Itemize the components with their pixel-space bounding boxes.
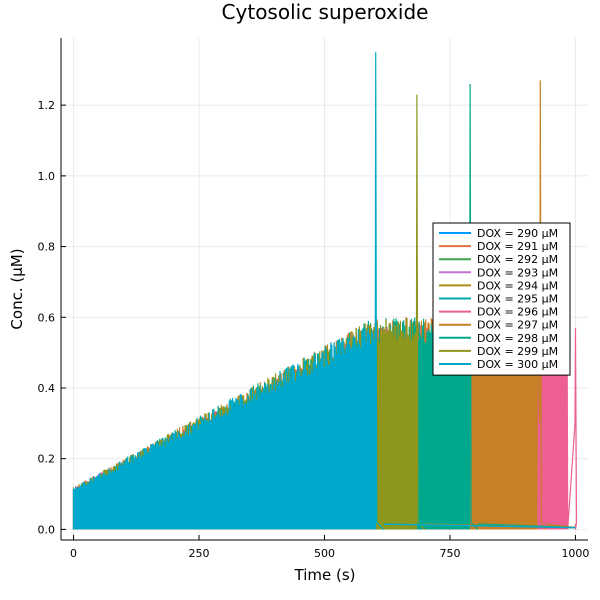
series-line <box>72 52 385 530</box>
x-axis-label: Time (s) <box>294 566 356 584</box>
y-tick-label: 0.0 <box>38 523 56 536</box>
x-tick-label: 500 <box>314 547 335 560</box>
series-group <box>72 52 578 530</box>
x-tick-label: 0 <box>70 547 77 560</box>
y-tick-label: 0.4 <box>38 382 56 395</box>
legend-label: DOX = 299 μM <box>477 345 558 358</box>
y-axis-label: Conc. (μM) <box>8 248 26 329</box>
x-tick-label: 250 <box>189 547 210 560</box>
series-tail <box>383 523 576 529</box>
x-tick-label: 750 <box>439 547 460 560</box>
legend-label: DOX = 300 μM <box>477 358 558 371</box>
chart-title: Cytosolic superoxide <box>222 0 429 24</box>
y-tick-label: 1.2 <box>38 99 56 112</box>
y-tick-label: 0.2 <box>38 453 56 466</box>
legend-label: DOX = 294 μM <box>477 279 558 292</box>
x-tick-label: 1000 <box>561 547 589 560</box>
y-tick-label: 0.6 <box>38 311 56 324</box>
legend-label: DOX = 291 μM <box>477 240 558 253</box>
y-tick-label: 0.8 <box>38 241 56 254</box>
y-tick-label: 1.0 <box>38 170 56 183</box>
legend-label: DOX = 293 μM <box>477 266 558 279</box>
legend-label: DOX = 295 μM <box>477 293 558 306</box>
legend-label: DOX = 296 μM <box>477 306 558 319</box>
legend-label: DOX = 290 μM <box>477 227 558 240</box>
legend-label: DOX = 297 μM <box>477 319 558 332</box>
legend-label: DOX = 292 μM <box>477 253 558 266</box>
legend-label: DOX = 298 μM <box>477 332 558 345</box>
y-ticks: 0.0 0.2 0.4 0.6 0.8 1.0 1.2 <box>38 99 66 536</box>
x-ticks: 0 250 500 750 1000 <box>70 535 589 560</box>
